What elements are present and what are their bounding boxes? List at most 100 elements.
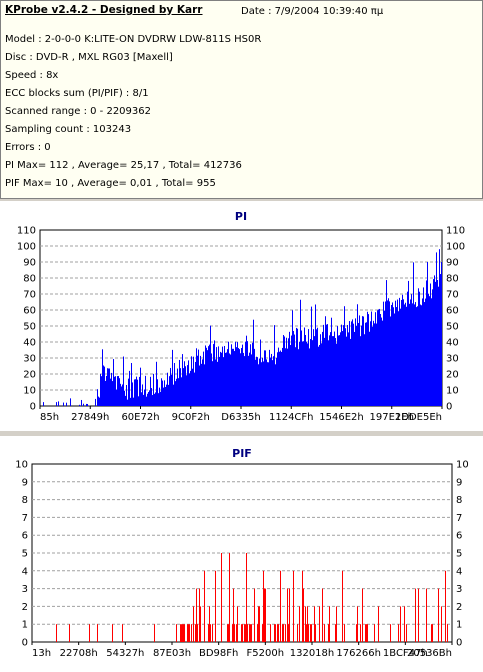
bar xyxy=(426,588,427,642)
bar xyxy=(259,358,260,406)
bar xyxy=(400,606,401,642)
y-tick-label-left: 5 xyxy=(22,549,28,560)
bar xyxy=(381,317,382,406)
bar xyxy=(195,624,196,642)
bar xyxy=(375,312,376,406)
y-tick-label-left: 10 xyxy=(15,460,28,471)
x-tick-label: 13h xyxy=(32,648,51,659)
bar xyxy=(244,356,245,406)
bar xyxy=(338,335,339,406)
info-pif-stats: PIF Max= 10 , Average= 0,01 , Total= 955 xyxy=(5,178,216,189)
bar xyxy=(246,335,247,406)
y-tick-label-left: 70 xyxy=(23,290,36,301)
bar xyxy=(392,302,393,406)
bar xyxy=(227,624,228,642)
x-tick-label: 197E2Eh xyxy=(370,412,414,423)
bar xyxy=(171,374,172,406)
bar xyxy=(247,341,248,406)
bar xyxy=(257,624,258,642)
x-tick-label: 20536Bh xyxy=(407,648,452,659)
bar xyxy=(248,355,249,406)
bar xyxy=(229,553,230,642)
bar xyxy=(191,624,192,642)
bar xyxy=(121,386,122,406)
y-tick-label-left: 10 xyxy=(23,386,36,397)
bar xyxy=(408,280,409,406)
bar xyxy=(186,375,187,406)
bar xyxy=(296,327,297,406)
bar xyxy=(119,378,120,406)
bar xyxy=(367,311,368,406)
bar xyxy=(231,344,232,406)
bar xyxy=(69,624,70,642)
bar xyxy=(189,373,190,406)
bar xyxy=(365,624,366,642)
bar xyxy=(286,337,287,406)
bar xyxy=(313,329,314,406)
bar xyxy=(210,325,211,406)
bar xyxy=(440,274,441,406)
bar xyxy=(380,313,381,406)
bar xyxy=(297,624,298,642)
bar xyxy=(70,398,71,406)
bar xyxy=(269,349,270,406)
bar xyxy=(361,325,362,406)
bar xyxy=(253,319,254,406)
bar xyxy=(277,352,278,406)
bar xyxy=(399,297,400,406)
info-speed: Speed : 8x xyxy=(5,70,59,81)
bar xyxy=(335,338,336,406)
bar xyxy=(180,368,181,406)
pif-chart-panel: PIF 0 0 1 1 2 2 3 3 4 4 5 5 6 6 7 7 8 8 9 9 10 10 13h 22708h 5432… xyxy=(0,436,483,672)
bar xyxy=(258,364,259,406)
bar xyxy=(275,624,276,642)
bar xyxy=(327,324,328,406)
bar xyxy=(122,384,123,406)
y-tick-label-left: 8 xyxy=(22,495,28,506)
bar xyxy=(274,624,275,642)
info-ecc-blocks: ECC blocks sum (PI/PIF) : 8/1 xyxy=(5,88,149,99)
bar xyxy=(112,381,113,406)
y-tick-label-right: 9 xyxy=(456,477,462,488)
bar xyxy=(249,352,250,406)
bar xyxy=(390,624,391,642)
bar xyxy=(404,304,405,406)
bar xyxy=(149,390,150,406)
bar xyxy=(222,346,223,406)
bar xyxy=(366,322,367,406)
bar xyxy=(370,321,371,406)
y-tick-label-left: 1 xyxy=(22,620,28,631)
bar xyxy=(268,362,269,406)
bar xyxy=(182,624,183,642)
bar xyxy=(322,588,323,642)
bar xyxy=(308,329,309,406)
bar xyxy=(276,357,277,406)
x-tick-label: 22708h xyxy=(60,648,98,659)
bar xyxy=(400,308,401,406)
bar xyxy=(362,588,363,642)
y-tick-label-right: 0 xyxy=(446,402,452,413)
bar xyxy=(351,321,352,406)
bar xyxy=(203,351,204,406)
bar xyxy=(362,316,363,406)
bar xyxy=(432,289,433,406)
bar xyxy=(283,334,284,406)
bar xyxy=(299,606,300,642)
bar xyxy=(274,325,275,406)
y-tick-label-right: 20 xyxy=(446,370,459,381)
x-tick-label: D6335h xyxy=(221,412,261,423)
bar xyxy=(258,606,259,642)
bar xyxy=(262,624,263,642)
bar xyxy=(278,347,279,406)
bar xyxy=(389,301,390,406)
bar xyxy=(199,588,200,642)
bar xyxy=(430,283,431,406)
bar xyxy=(387,300,388,406)
chart-title: PIF xyxy=(232,447,252,460)
bar xyxy=(344,306,345,406)
bar xyxy=(397,299,398,406)
bar xyxy=(120,383,121,406)
bar xyxy=(173,384,174,406)
bar xyxy=(321,343,322,406)
bar xyxy=(280,570,281,642)
